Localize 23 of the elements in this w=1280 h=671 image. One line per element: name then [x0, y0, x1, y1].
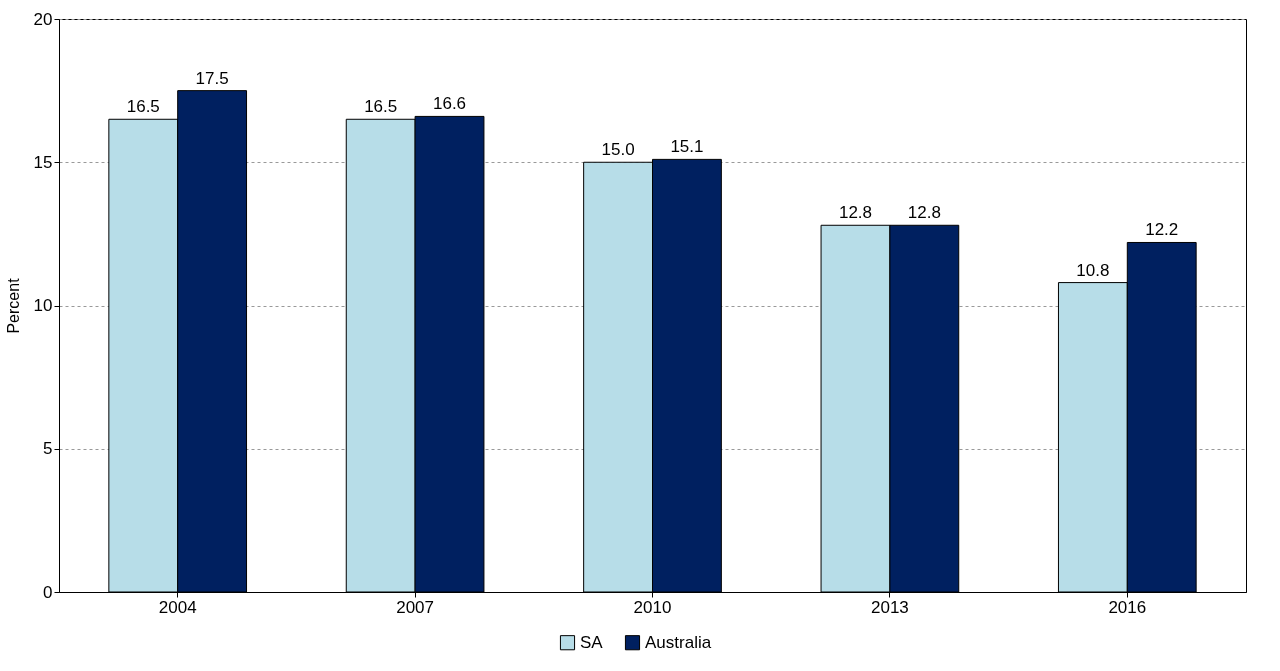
x-tick-label: 2013 — [870, 597, 909, 617]
data-label: 10.8 — [1076, 260, 1110, 280]
x-tick-label: 2007 — [396, 597, 435, 617]
data-label: 16.6 — [432, 94, 467, 114]
data-label: 17.5 — [195, 68, 229, 88]
data-label: 16.5 — [126, 97, 160, 117]
y-tick-label: 15 — [33, 152, 53, 172]
y-tick-label: 5 — [43, 439, 53, 459]
legend-label: SA — [580, 632, 604, 652]
data-label: 16.5 — [364, 97, 398, 117]
x-tick-label: 2004 — [158, 597, 197, 617]
x-tick-label: 2010 — [633, 597, 672, 617]
y-tick-label: 20 — [33, 9, 53, 29]
data-label: 12.8 — [907, 203, 941, 223]
data-label: 12.2 — [1145, 220, 1179, 240]
x-tick-label: 2016 — [1108, 597, 1147, 617]
legend-label: Australia — [645, 632, 712, 652]
data-label: 15.1 — [670, 137, 704, 157]
data-label: 12.8 — [838, 203, 873, 223]
y-axis-title: Percent — [4, 277, 22, 334]
y-tick-label: 0 — [43, 582, 53, 602]
data-label: 15.0 — [601, 140, 635, 160]
y-tick-label: 10 — [33, 296, 53, 315]
